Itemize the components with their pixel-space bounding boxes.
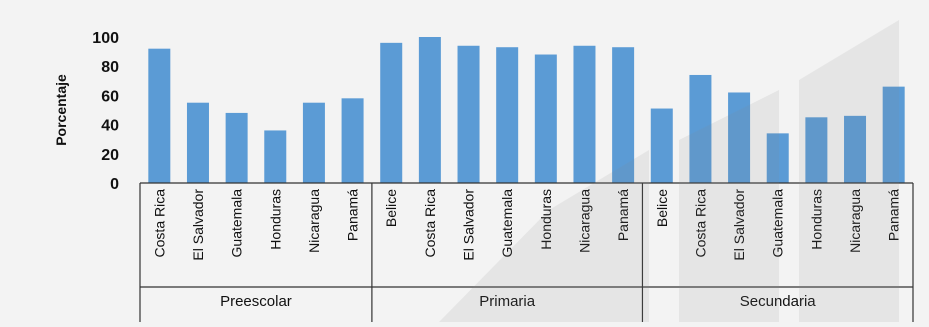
bar <box>341 98 364 183</box>
bar <box>728 92 751 183</box>
bar <box>805 117 828 183</box>
category-label: Guatemala <box>499 189 515 258</box>
group-labels: Preescolar Primaria Secundaria <box>220 293 816 310</box>
bar <box>496 47 519 183</box>
bar <box>225 112 248 183</box>
category-label: El Salvador <box>731 189 747 261</box>
category-label: Panamá <box>615 189 631 241</box>
bar <box>844 115 867 183</box>
category-label: Guatemala <box>770 189 786 258</box>
category-label: Nicaragua <box>306 189 322 253</box>
category-label: Nicaragua <box>847 189 863 253</box>
y-tick-label: 80 <box>101 59 119 76</box>
bar <box>650 108 673 183</box>
category-labels: Costa Rica El Salvador Guatemala Honduras Ni… <box>151 189 901 261</box>
bar <box>264 130 287 183</box>
bar <box>148 48 171 184</box>
y-axis-label-group: Porcentaje <box>53 74 69 146</box>
y-tick-label: 40 <box>101 118 119 135</box>
axis-lines <box>139 182 914 322</box>
group-label: Secundaria <box>740 293 817 310</box>
bar <box>418 37 441 183</box>
bar <box>380 42 403 184</box>
category-label: Guatemala <box>229 189 245 258</box>
bars <box>148 37 905 184</box>
y-ticks: 0 20 40 60 80 100 <box>92 30 119 193</box>
bar <box>766 133 789 183</box>
category-label: Honduras <box>267 189 283 250</box>
category-label: Costa Rica <box>422 189 438 258</box>
category-label: Honduras <box>808 189 824 250</box>
category-label: Costa Rica <box>692 189 708 258</box>
bar <box>689 74 712 183</box>
category-label: Panamá <box>345 189 361 241</box>
bar <box>302 102 325 183</box>
y-tick-label: 60 <box>101 88 119 105</box>
bar <box>534 54 557 183</box>
y-tick-label: 0 <box>110 176 119 193</box>
category-label: El Salvador <box>461 189 477 261</box>
category-label: Belice <box>654 189 670 227</box>
bar <box>186 102 209 183</box>
category-label: Nicaragua <box>576 189 592 253</box>
group-label: Preescolar <box>220 293 292 310</box>
group-label: Primaria <box>479 293 535 310</box>
y-tick-label: 20 <box>101 147 119 164</box>
bar <box>882 86 905 183</box>
category-label: El Salvador <box>190 189 206 261</box>
bar <box>457 45 480 184</box>
category-label: Honduras <box>538 189 554 250</box>
category-label: Costa Rica <box>151 189 167 258</box>
category-label: Belice <box>383 189 399 227</box>
y-tick-label: 100 <box>92 30 119 47</box>
bar <box>573 45 596 184</box>
y-axis-label: Porcentaje <box>53 74 69 146</box>
bar <box>612 47 635 183</box>
category-label: Panamá <box>886 189 902 241</box>
